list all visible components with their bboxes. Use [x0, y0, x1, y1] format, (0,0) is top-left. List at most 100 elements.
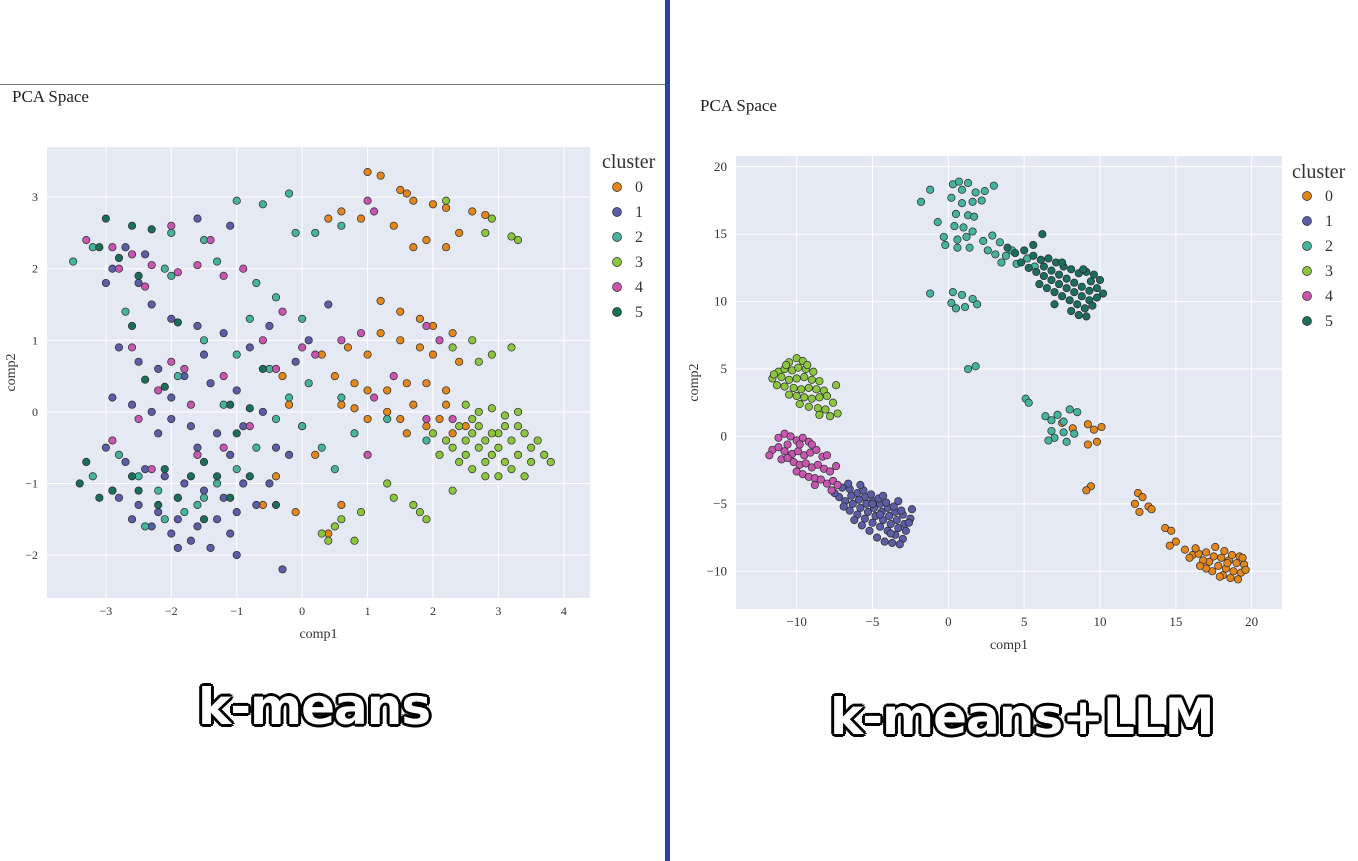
data-point-cluster-0 [1138, 493, 1147, 502]
data-point-cluster-1 [127, 400, 137, 409]
data-point-cluster-5 [173, 493, 182, 502]
legend-marker [1302, 316, 1312, 326]
data-point-cluster-2 [141, 522, 150, 531]
data-point-cluster-2 [963, 178, 973, 188]
data-point-cluster-3 [822, 391, 832, 401]
data-point-cluster-1 [141, 250, 150, 259]
data-point-cluster-0 [1082, 486, 1091, 495]
data-point-cluster-3 [832, 381, 841, 390]
data-point-cluster-1 [291, 357, 300, 366]
data-point-cluster-2 [271, 414, 281, 424]
data-point-cluster-3 [780, 382, 789, 391]
data-point-cluster-5 [134, 486, 143, 495]
data-point-cluster-1 [894, 524, 903, 533]
y-tick-label: −1 [25, 476, 38, 490]
x-tick-label: 0 [945, 614, 952, 629]
data-point-cluster-3 [513, 450, 523, 459]
data-point-cluster-1 [888, 538, 897, 547]
data-point-cluster-2 [977, 196, 986, 205]
legend-marker [612, 257, 622, 267]
data-point-cluster-1 [886, 529, 895, 538]
data-point-cluster-3 [527, 457, 536, 467]
data-point-cluster-1 [897, 506, 906, 515]
data-point-cluster-5 [127, 221, 137, 230]
data-point-cluster-4 [798, 433, 807, 442]
data-point-cluster-5 [1036, 255, 1045, 264]
data-point-cluster-0 [337, 207, 346, 216]
legend-label: 1 [635, 204, 643, 221]
x-axis-label: comp1 [990, 638, 1028, 653]
data-point-cluster-5 [1058, 258, 1067, 267]
data-point-cluster-2 [422, 436, 431, 445]
data-point-cluster-3 [481, 436, 490, 445]
data-point-cluster-0 [396, 307, 405, 316]
data-point-cluster-5 [1092, 293, 1102, 302]
data-point-cluster-4 [807, 440, 816, 449]
data-point-cluster-3 [772, 381, 782, 390]
data-point-cluster-1 [213, 429, 222, 438]
data-point-cluster-1 [278, 565, 287, 574]
data-point-cluster-4 [356, 329, 366, 338]
data-point-cluster-1 [856, 503, 865, 512]
data-point-cluster-2 [953, 243, 962, 252]
data-point-cluster-0 [428, 350, 438, 359]
data-point-cluster-3 [804, 383, 813, 392]
data-point-cluster-1 [154, 429, 163, 438]
data-point-cluster-2 [980, 187, 989, 196]
legend-label: 4 [1325, 288, 1333, 305]
data-point-cluster-3 [461, 400, 470, 409]
data-point-cluster-3 [792, 391, 801, 401]
data-point-cluster-3 [812, 385, 821, 394]
data-point-cluster-1 [206, 543, 215, 552]
x-tick-label: 20 [1245, 614, 1258, 629]
data-point-cluster-4 [82, 236, 91, 245]
legend-marker [612, 282, 622, 292]
data-point-cluster-0 [311, 450, 320, 459]
x-tick-label: −5 [866, 614, 880, 629]
data-point-cluster-0 [1089, 425, 1098, 434]
data-point-cluster-0 [1227, 551, 1237, 560]
data-point-cluster-5 [226, 493, 235, 502]
data-point-cluster-1 [167, 414, 176, 424]
data-point-cluster-0 [1083, 440, 1092, 449]
data-point-cluster-4 [193, 261, 202, 270]
data-point-cluster-4 [422, 414, 431, 424]
data-point-cluster-2 [121, 307, 130, 316]
data-point-cluster-4 [219, 372, 228, 381]
data-point-cluster-0 [1226, 573, 1235, 583]
data-point-cluster-1 [889, 502, 898, 511]
data-point-cluster-3 [468, 429, 477, 438]
y-axis-label: comp2 [4, 353, 19, 391]
data-point-cluster-0 [1214, 561, 1223, 570]
data-point-cluster-5 [95, 493, 104, 502]
x-tick-label: 0 [299, 604, 305, 618]
data-point-cluster-1 [167, 529, 176, 538]
data-point-cluster-0 [1165, 541, 1174, 550]
data-point-cluster-2 [971, 362, 980, 371]
panel-kmeans-llm: PCA Space −10 −5 0 5 10 15 20 −10 −5 0 5 10 15 20 comp… [670, 0, 1358, 861]
data-point-cluster-2 [213, 479, 222, 488]
data-point-cluster-1 [186, 536, 195, 545]
data-point-cluster-3 [813, 404, 822, 413]
data-point-cluster-5 [258, 364, 267, 373]
legend-label: 5 [635, 304, 643, 321]
data-point-cluster-4 [833, 480, 842, 490]
data-point-cluster-4 [780, 447, 789, 456]
data-point-cluster-4 [127, 250, 137, 259]
data-point-cluster-5 [160, 465, 169, 474]
data-point-cluster-1 [847, 491, 856, 500]
data-point-cluster-1 [285, 450, 294, 459]
data-point-cluster-2 [193, 500, 202, 509]
legend-label: 3 [1325, 263, 1333, 280]
data-point-cluster-0 [343, 343, 352, 352]
data-point-cluster-3 [815, 393, 824, 402]
data-point-cluster-1 [147, 300, 156, 309]
legend-marker [1302, 266, 1312, 276]
data-point-cluster-5 [154, 500, 163, 509]
data-point-cluster-0 [402, 189, 411, 198]
data-point-cluster-3 [777, 373, 786, 382]
data-point-cluster-2 [1047, 416, 1056, 425]
data-point-cluster-1 [160, 472, 169, 481]
data-point-cluster-0 [428, 200, 438, 209]
data-point-cluster-2 [114, 450, 124, 459]
